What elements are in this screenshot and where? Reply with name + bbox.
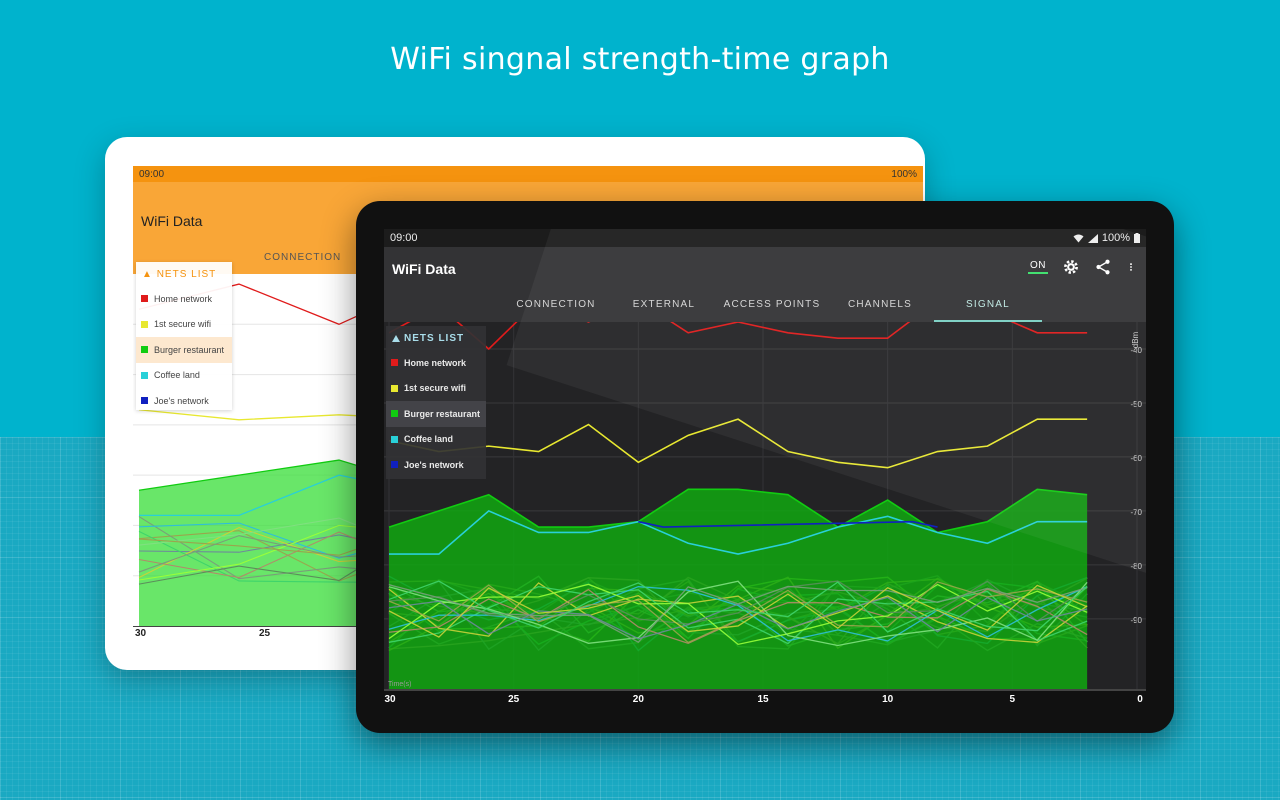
on-off-toggle[interactable]: ON bbox=[1028, 260, 1048, 274]
battery-level: 100% bbox=[1101, 232, 1130, 244]
tab-external[interactable]: EXTERNAL bbox=[632, 299, 696, 310]
promo-title: WiFi singnal strength-time graph bbox=[390, 42, 890, 77]
back-status-bar: 09:00 100% bbox=[133, 166, 923, 182]
legend-swatch bbox=[391, 435, 398, 443]
back-nets-header[interactable]: ▲ NETS LIST bbox=[142, 269, 217, 280]
status-time: 09:00 bbox=[390, 232, 418, 244]
app-bar-actions: ON bbox=[1028, 258, 1136, 276]
back-app-title: WiFi Data bbox=[141, 213, 203, 229]
back-nets-item[interactable]: Burger restaurant bbox=[136, 337, 232, 363]
legend-swatch bbox=[141, 295, 148, 303]
tab-channels[interactable]: CHANNELS bbox=[847, 299, 913, 310]
series-line-home-network bbox=[388, 322, 1088, 351]
nets-item-coffee-land[interactable]: Coffee land bbox=[386, 427, 486, 453]
tab-signal[interactable]: SIGNAL bbox=[934, 297, 1042, 322]
back-status-battery: 100% bbox=[891, 168, 917, 180]
y-tick-label: -70 bbox=[1130, 508, 1142, 517]
back-x-tick: 30 bbox=[135, 628, 147, 639]
legend-swatch bbox=[391, 359, 398, 367]
collapse-triangle-icon bbox=[392, 335, 400, 342]
series-line-coffee-land bbox=[389, 509, 1088, 555]
share-icon[interactable] bbox=[1094, 258, 1112, 276]
selected-series-area bbox=[389, 489, 1088, 689]
legend-swatch bbox=[141, 397, 148, 405]
back-nets-list: ▲ NETS LIST Home network 1st secure wifi… bbox=[136, 262, 232, 410]
nets-item-home-network[interactable]: Home network bbox=[386, 350, 486, 376]
x-tick-label: 15 bbox=[757, 694, 769, 705]
back-nets-item[interactable]: Coffee land bbox=[136, 363, 232, 389]
app-bar: WiFi Data ON CONNECTION EXTERNAL ACCESS … bbox=[384, 247, 1146, 322]
legend-swatch bbox=[141, 346, 148, 354]
background-network-line bbox=[388, 584, 1088, 638]
x-tick-label: 20 bbox=[632, 694, 644, 705]
x-unit-label: Time(s) bbox=[388, 681, 411, 688]
series-line-burger-restaurant bbox=[388, 488, 1088, 534]
status-bar: 09:00 100% bbox=[384, 229, 1146, 247]
nets-item-burger-restaurant[interactable]: Burger restaurant bbox=[386, 401, 486, 427]
back-nets-item[interactable]: Joe's network bbox=[136, 388, 232, 414]
x-axis: 30 25 20 15 10 5 0 bbox=[384, 689, 1146, 709]
legend-swatch bbox=[391, 461, 398, 469]
background-network-line bbox=[388, 586, 1088, 642]
background-network-line bbox=[388, 581, 1088, 644]
front-tablet-screen: 09:00 100% WiFi Data ON CONNECTION bbox=[384, 229, 1146, 709]
y-tick-label: -80 bbox=[1130, 562, 1142, 571]
background-network-line bbox=[388, 582, 1088, 644]
nets-list-header[interactable]: NETS LIST bbox=[386, 326, 486, 350]
back-tab-connection[interactable]: CONNECTION bbox=[264, 252, 342, 263]
x-tick-label: 25 bbox=[508, 694, 520, 705]
series-line-joe-s-network bbox=[638, 520, 938, 528]
tab-bar: CONNECTION EXTERNAL ACCESS POINTS CHANNE… bbox=[384, 297, 1146, 322]
tab-connection[interactable]: CONNECTION bbox=[516, 299, 596, 310]
nets-item-joes-network[interactable]: Joe's network bbox=[386, 452, 486, 478]
back-nets-item[interactable]: 1st secure wifi bbox=[136, 312, 232, 338]
x-tick-label: 0 bbox=[1137, 694, 1143, 705]
x-tick-label: 5 bbox=[1009, 694, 1016, 705]
battery-icon bbox=[1134, 233, 1140, 243]
status-indicators: 100% bbox=[1073, 232, 1140, 244]
back-status-time: 09:00 bbox=[139, 168, 165, 180]
y-tick-label: -60 bbox=[1130, 454, 1142, 463]
more-vert-icon[interactable] bbox=[1126, 258, 1136, 276]
tab-access-points[interactable]: ACCESS POINTS bbox=[723, 299, 821, 310]
legend-swatch bbox=[141, 320, 148, 328]
settings-icon[interactable] bbox=[1062, 258, 1080, 276]
y-tick-label: -50 bbox=[1130, 400, 1142, 409]
app-title: WiFi Data bbox=[392, 261, 456, 277]
background-network-line bbox=[388, 580, 1088, 633]
nets-list-panel: NETS LIST Home network 1st secure wifi B… bbox=[386, 326, 486, 479]
y-unit-label: dBm bbox=[1131, 331, 1140, 348]
background-network-line bbox=[388, 588, 1088, 645]
legend-swatch bbox=[141, 371, 148, 379]
legend-swatch bbox=[391, 410, 398, 418]
nets-item-1st-secure-wifi[interactable]: 1st secure wifi bbox=[386, 376, 486, 402]
wifi-icon bbox=[1073, 234, 1084, 242]
cell-signal-icon bbox=[1087, 233, 1098, 243]
background-network-line bbox=[388, 596, 1088, 640]
legend-swatch bbox=[391, 384, 398, 392]
x-tick-label: 30 bbox=[384, 694, 396, 705]
signal-chart-area: -40 -50 -60 -70 -80 -90 dBm Time(s) NETS LIST H… bbox=[384, 229, 1146, 689]
y-tick-label: -40 bbox=[1130, 346, 1142, 355]
x-tick-label: 10 bbox=[882, 694, 894, 705]
y-tick-label: -90 bbox=[1130, 616, 1142, 625]
back-nets-item[interactable]: Home network bbox=[136, 286, 232, 312]
signal-chart: -40 -50 -60 -70 -80 -90 dBm Time(s) bbox=[384, 322, 1146, 689]
series-line-1st-secure-wifi bbox=[388, 418, 1088, 469]
back-x-tick: 25 bbox=[259, 628, 271, 639]
